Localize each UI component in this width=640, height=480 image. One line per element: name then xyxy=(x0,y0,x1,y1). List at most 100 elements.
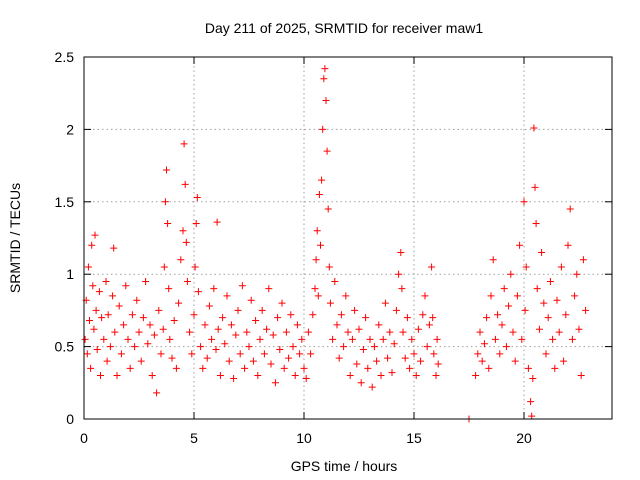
data-point xyxy=(87,364,95,372)
data-point xyxy=(333,321,341,329)
data-point xyxy=(179,227,187,235)
y-tick-label: 0 xyxy=(66,411,74,427)
data-point xyxy=(390,340,398,348)
data-point xyxy=(531,183,539,191)
data-point xyxy=(312,256,320,264)
data-point xyxy=(210,285,218,293)
data-point xyxy=(329,335,337,343)
data-point xyxy=(425,321,433,329)
data-point xyxy=(533,285,541,293)
data-point xyxy=(474,350,482,358)
data-point xyxy=(351,306,359,314)
data-point xyxy=(300,364,308,372)
data-point xyxy=(432,372,440,380)
data-point xyxy=(375,321,383,329)
data-point xyxy=(84,263,92,271)
data-point xyxy=(155,306,163,314)
data-point xyxy=(307,350,315,358)
data-point xyxy=(216,372,224,380)
data-point xyxy=(549,335,557,343)
data-point xyxy=(359,345,367,353)
data-point xyxy=(530,124,538,132)
data-point xyxy=(412,372,420,380)
data-point xyxy=(489,256,497,264)
data-point xyxy=(355,325,363,333)
data-point xyxy=(276,345,284,353)
data-point xyxy=(223,292,231,300)
data-point xyxy=(135,328,143,336)
data-point xyxy=(146,321,154,329)
data-point xyxy=(269,331,277,339)
data-point xyxy=(194,288,202,296)
data-point xyxy=(408,335,416,343)
data-point xyxy=(314,292,322,300)
data-point xyxy=(150,331,158,339)
data-point xyxy=(234,306,242,314)
data-point xyxy=(535,325,543,333)
data-point xyxy=(304,328,312,336)
data-point xyxy=(476,328,484,336)
data-point xyxy=(513,292,521,300)
data-point xyxy=(410,350,418,358)
data-point xyxy=(153,389,161,397)
data-point xyxy=(302,374,310,382)
data-point xyxy=(103,357,111,365)
data-point xyxy=(337,311,345,319)
data-point xyxy=(110,244,118,252)
data-point xyxy=(241,364,249,372)
data-point xyxy=(419,311,427,319)
data-point xyxy=(491,335,499,343)
data-point xyxy=(157,350,165,358)
data-point xyxy=(579,256,587,264)
data-point xyxy=(498,321,506,329)
data-point xyxy=(148,372,156,380)
data-point xyxy=(377,372,385,380)
data-point xyxy=(505,302,513,310)
data-point xyxy=(520,198,528,206)
data-point xyxy=(500,285,508,293)
data-point xyxy=(245,343,253,351)
data-point xyxy=(406,364,414,372)
data-point xyxy=(97,372,104,380)
data-point xyxy=(320,75,328,83)
data-point xyxy=(522,263,530,271)
data-point xyxy=(546,277,554,285)
data-point xyxy=(577,372,585,380)
data-point xyxy=(309,311,317,319)
data-point xyxy=(90,325,98,333)
data-point xyxy=(81,335,89,343)
data-point xyxy=(161,198,169,206)
data-point xyxy=(106,343,114,351)
data-point xyxy=(321,65,329,73)
data-point xyxy=(256,335,264,343)
data-point xyxy=(381,299,389,307)
x-tick-label: 5 xyxy=(190,430,198,446)
data-point xyxy=(124,335,132,343)
data-point xyxy=(564,241,572,249)
data-point xyxy=(324,205,332,213)
y-axis-label: SRMTID / TECUs xyxy=(7,183,23,293)
data-point xyxy=(511,357,519,365)
data-point xyxy=(144,340,152,348)
data-point xyxy=(472,372,480,380)
data-point xyxy=(528,412,536,420)
data-point xyxy=(521,306,529,314)
data-point xyxy=(139,314,147,322)
data-point xyxy=(478,357,486,365)
data-point xyxy=(575,325,583,333)
data-point xyxy=(557,263,565,271)
axis-ticks: 0 5 10 15 20 0 0.5 1 1.5 2 2.5 xyxy=(55,49,612,446)
data-point xyxy=(180,140,188,148)
data-point xyxy=(219,314,227,322)
data-point xyxy=(379,335,387,343)
data-point xyxy=(428,263,436,271)
x-tick-label: 0 xyxy=(80,430,88,446)
data-point xyxy=(571,292,579,300)
data-point xyxy=(83,350,91,358)
data-point xyxy=(258,306,266,314)
data-point xyxy=(236,350,244,358)
data-point xyxy=(348,335,356,343)
data-point xyxy=(225,357,233,365)
data-point xyxy=(93,345,101,353)
